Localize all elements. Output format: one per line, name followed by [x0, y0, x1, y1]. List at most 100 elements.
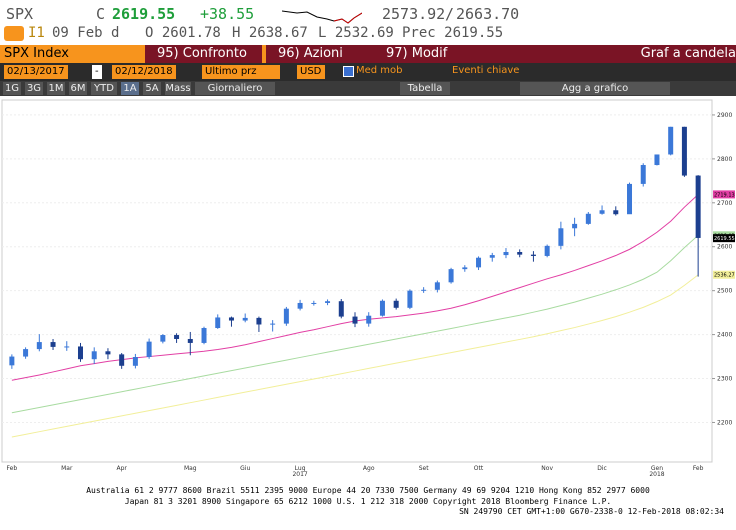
y-tick-label: 2800: [717, 156, 732, 163]
edit-tab[interactable]: 97) Modif: [374, 45, 478, 63]
security[interactable]: SPX Index: [4, 46, 69, 61]
year-label: 2017: [292, 471, 307, 478]
frequency[interactable]: Giornaliero: [195, 82, 275, 95]
period-button[interactable]: 1G: [3, 82, 21, 95]
candle-body: [91, 351, 97, 360]
candle-body: [146, 341, 152, 358]
candle-body: [366, 315, 372, 324]
y-tick-label: 2700: [717, 200, 732, 207]
candle-body: [476, 257, 482, 268]
quote-line: SPX C 2619.55 +38.55 2573.92 / 2663.70: [0, 5, 736, 25]
x-tick-label: Giu: [240, 465, 250, 472]
ohlc-line: I1 09 Feb d O 2601.78 H 2638.67 L 2532.6…: [0, 25, 736, 44]
candle-body: [613, 210, 619, 215]
y-tick-label: 2900: [717, 112, 732, 119]
candle-body: [434, 282, 440, 290]
x-tick-label: Dic: [597, 465, 607, 472]
menu-bar: SPX Index 95) Confronto 96) Azioni 97) M…: [0, 45, 736, 63]
value-tag: [713, 270, 735, 279]
open: O 2601.78: [145, 25, 221, 41]
date: 09 Feb d: [52, 25, 120, 41]
candle-body: [119, 354, 125, 366]
candle-body: [421, 289, 427, 291]
candle-body: [489, 255, 495, 258]
candle-body: [599, 210, 605, 214]
settings-bar: 02/13/2017 - 02/12/2018 Ultimo prz USD M…: [0, 63, 736, 81]
source: I1: [28, 25, 45, 41]
x-tick-label: Mar: [61, 465, 73, 472]
candle-body: [338, 301, 344, 317]
last-price: 2619.55: [112, 5, 176, 23]
candle-body: [503, 252, 509, 256]
candle-body: [379, 300, 385, 316]
candle-body: [174, 335, 180, 339]
chart: 2200 2300 2400 2500 2600 2700 2800 2900 Feb Mar Ap…: [1, 99, 735, 478]
y-tick-label: 2200: [717, 419, 732, 426]
candle-body: [77, 346, 83, 360]
compare-tab[interactable]: 95) Confronto: [145, 45, 262, 63]
value-tag: [713, 234, 735, 243]
value-tag: [713, 190, 735, 199]
high: H 2638.67: [232, 25, 308, 41]
chart-kind[interactable]: Graf a candela: [478, 45, 736, 63]
value-tag-label: 2536.27: [714, 273, 735, 279]
x-tick-label: Lug: [295, 465, 306, 472]
candle-body: [462, 267, 468, 270]
candle-body: [640, 165, 646, 184]
currency[interactable]: USD: [297, 65, 325, 79]
candle-body: [283, 308, 289, 324]
moving-avg[interactable]: Med mob: [356, 65, 403, 76]
candle-body: [695, 175, 701, 238]
year-label: 2018: [649, 471, 664, 478]
add-chart[interactable]: Agg a grafico: [520, 82, 670, 95]
low: L 2532.69: [318, 25, 394, 41]
candle-body: [517, 252, 523, 255]
candle-body: [572, 223, 578, 229]
ticker: SPX: [6, 5, 34, 23]
checkbox[interactable]: [343, 66, 354, 77]
field-select[interactable]: Ultimo prz: [202, 65, 280, 79]
period-bar: 1G 3G 1M 6M YTD 1A 5A Mass Giornaliero Tabella Agg…: [0, 81, 736, 96]
candle-body: [187, 338, 193, 343]
candle-body: [201, 328, 207, 343]
end-date[interactable]: 02/12/2018: [112, 65, 176, 79]
events[interactable]: Eventi chiave: [452, 65, 520, 76]
separator: /: [445, 5, 455, 23]
candle-body: [132, 357, 138, 366]
x-tick-label: Ott: [474, 465, 484, 472]
candle-body: [36, 342, 42, 350]
period-button[interactable]: 1M: [47, 82, 65, 95]
close-flag: C: [96, 5, 106, 23]
y-tick-label: 2600: [717, 244, 732, 251]
y-tick-label: 2300: [717, 376, 732, 383]
candle-body: [627, 183, 633, 215]
moving-average: [11, 234, 699, 414]
candle-body: [228, 317, 234, 321]
period-button[interactable]: 1A: [121, 82, 139, 95]
candle-body: [64, 346, 70, 348]
period-button[interactable]: 5A: [143, 82, 161, 95]
candle-body: [297, 302, 303, 309]
prev: Prec 2619.55: [402, 25, 504, 41]
start-date[interactable]: 02/13/2017: [4, 65, 68, 79]
value-tag-label: 2619.55: [714, 236, 735, 242]
candle-body: [393, 300, 399, 308]
candle-body: [50, 342, 56, 347]
period-button[interactable]: Mass: [165, 82, 191, 95]
candle-body: [215, 317, 221, 329]
dash: -: [92, 65, 102, 79]
candle-body: [311, 302, 317, 304]
footer-line: Australia 61 2 9777 8600 Brazil 5511 239…: [86, 486, 650, 495]
icon: [4, 26, 24, 41]
period-button[interactable]: 3G: [25, 82, 43, 95]
candle-body: [448, 269, 454, 283]
actions-tab[interactable]: 96) Azioni: [266, 45, 374, 63]
table-button[interactable]: Tabella: [400, 82, 450, 95]
period-button[interactable]: YTD: [91, 82, 117, 95]
period-button[interactable]: 6M: [69, 82, 87, 95]
x-tick-label: Feb: [693, 465, 704, 472]
candle-body: [9, 356, 15, 366]
change: +38.55: [200, 5, 255, 23]
candle-body: [530, 254, 536, 256]
